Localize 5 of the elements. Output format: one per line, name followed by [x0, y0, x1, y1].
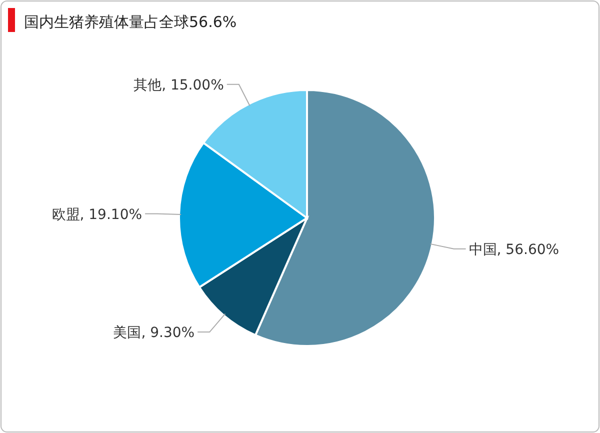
- slice-label: 其他, 15.00%: [134, 77, 224, 94]
- chart-title: 国内生猪养殖体量占全球56.6%: [24, 13, 237, 31]
- slice-label: 美国, 9.30%: [113, 325, 195, 342]
- slice-label: 中国, 56.60%: [468, 242, 560, 258]
- slice-label: 欧盟, 19.10%: [52, 206, 142, 223]
